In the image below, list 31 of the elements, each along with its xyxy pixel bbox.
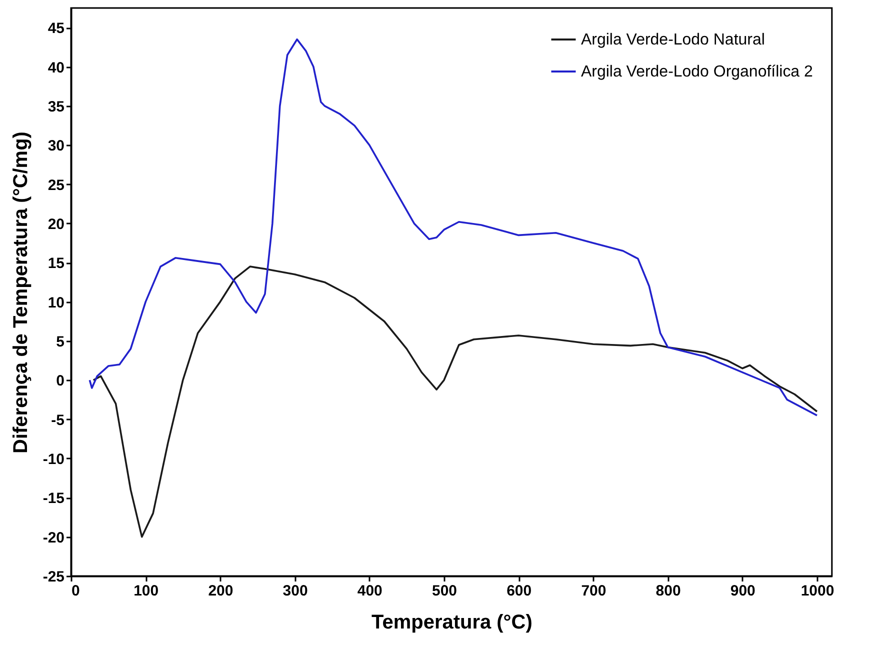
- x-tick-label: 300: [282, 582, 308, 600]
- y-tick-label: -10: [42, 450, 64, 468]
- x-tick-label: 500: [432, 582, 457, 600]
- y-tick-label: 10: [48, 294, 64, 312]
- y-tick-label: 45: [48, 20, 64, 38]
- legend-label: Argila Verde-Lodo Organofílica 2: [580, 64, 814, 81]
- y-tick-label: 40: [48, 59, 64, 76]
- y-axis-title: Diferença de Temperatura (°C/mg): [10, 132, 32, 454]
- x-tick-label: 600: [506, 582, 532, 600]
- x-tick-label: 400: [357, 582, 382, 600]
- y-tick-label: 5: [56, 333, 64, 350]
- legend-label: Argila Verde-Lodo Natural: [580, 32, 765, 49]
- x-axis-title: Temperatura (°C): [372, 611, 532, 634]
- y-tick-label: -5: [51, 412, 64, 429]
- x-tick-label: 700: [581, 582, 606, 600]
- line-series: [92, 266, 818, 538]
- y-tick-label: -15: [42, 490, 64, 508]
- x-tick-label: 100: [134, 582, 159, 600]
- y-tick-label: 0: [56, 372, 64, 390]
- y-tick-label: 30: [48, 138, 64, 155]
- x-tick-label: 900: [730, 582, 756, 600]
- y-tick-label: 15: [48, 255, 64, 272]
- y-tick-label: 25: [48, 176, 64, 194]
- x-tick-label: 0: [72, 582, 80, 600]
- x-tick-label: 200: [208, 582, 234, 600]
- y-tick-label: -25: [42, 568, 64, 586]
- y-tick-label: -20: [42, 529, 64, 546]
- x-tick-label: 800: [656, 582, 681, 600]
- y-tick-label: 20: [48, 216, 64, 233]
- x-tick-label: 1000: [800, 582, 834, 600]
- y-tick-label: 35: [48, 98, 64, 116]
